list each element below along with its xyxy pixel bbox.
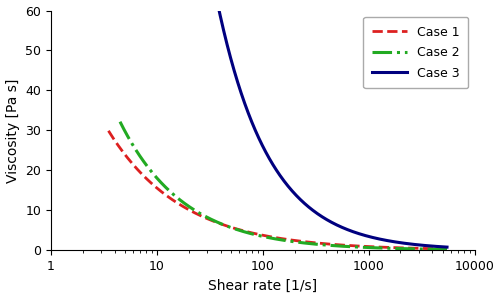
Case 2 xyxy=(274,238,280,241)
Case 2 xyxy=(436,248,442,251)
Case 3 xyxy=(391,240,397,243)
Case 2 xyxy=(272,237,278,241)
Case 3 xyxy=(290,190,296,194)
Case 1 xyxy=(266,235,272,238)
Case 3 xyxy=(292,193,298,196)
Legend: Case 1, Case 2, Case 3: Case 1, Case 2, Case 3 xyxy=(363,17,469,88)
Case 2 xyxy=(294,240,300,244)
Case 3 xyxy=(444,245,450,249)
Case 1 xyxy=(436,247,442,251)
Y-axis label: Viscosity [Pa s]: Viscosity [Pa s] xyxy=(6,78,20,183)
Case 1 xyxy=(383,246,389,249)
Line: Case 3: Case 3 xyxy=(154,0,447,247)
Line: Case 1: Case 1 xyxy=(108,131,447,249)
Case 2 xyxy=(117,120,123,123)
Line: Case 2: Case 2 xyxy=(120,122,447,249)
Case 1 xyxy=(268,235,274,239)
X-axis label: Shear rate [1/s]: Shear rate [1/s] xyxy=(208,278,317,292)
Case 1 xyxy=(444,247,450,251)
Case 1 xyxy=(288,238,294,242)
Case 2 xyxy=(444,248,450,251)
Case 3 xyxy=(437,245,443,249)
Case 2 xyxy=(312,242,318,246)
Case 3 xyxy=(310,208,316,212)
Case 2 xyxy=(385,246,391,250)
Case 3 xyxy=(326,219,332,222)
Case 1 xyxy=(106,129,112,133)
Case 1 xyxy=(307,240,313,244)
